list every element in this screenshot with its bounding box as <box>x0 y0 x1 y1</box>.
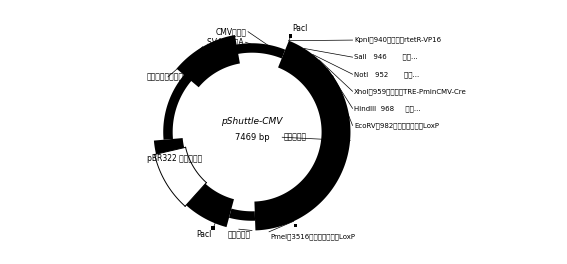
Text: pBR322 复制起始点: pBR322 复制起始点 <box>147 154 202 163</box>
Bar <box>276 50 280 54</box>
Text: 7469 bp: 7469 bp <box>235 133 269 142</box>
Text: pShuttle-CMV: pShuttle-CMV <box>221 117 283 126</box>
Bar <box>293 58 295 60</box>
Text: 右蟀基因组: 右蟀基因组 <box>284 133 307 142</box>
Text: XhoI（959）：插入TRE-PminCMV-Cre: XhoI（959）：插入TRE-PminCMV-Cre <box>354 88 467 95</box>
Bar <box>289 35 293 38</box>
Text: HindIII  968     插入...: HindIII 968 插入... <box>354 105 421 112</box>
Text: PacI: PacI <box>293 24 308 33</box>
Polygon shape <box>154 138 234 227</box>
Text: SalI   946       插入...: SalI 946 插入... <box>354 54 418 60</box>
Polygon shape <box>229 209 255 221</box>
Polygon shape <box>255 41 350 230</box>
Polygon shape <box>163 43 285 140</box>
Text: EcoRV（982）：插入第一个LoxP: EcoRV（982）：插入第一个LoxP <box>354 122 439 129</box>
Polygon shape <box>155 147 206 206</box>
Text: 卡那抗性开放读码框: 卡那抗性开放读码框 <box>147 72 189 81</box>
Text: CMV启动子: CMV启动子 <box>215 27 247 36</box>
Text: KpnI（940）：插入rtetR-VP16: KpnI（940）：插入rtetR-VP16 <box>354 37 441 43</box>
Bar <box>211 226 215 229</box>
Text: NotI   952       插入...: NotI 952 插入... <box>354 71 419 78</box>
Text: 左蟀基因组: 左蟀基因组 <box>227 230 251 239</box>
Text: PacI: PacI <box>196 230 211 239</box>
Text: Pmel（3516）：插入第二个LoxP: Pmel（3516）：插入第二个LoxP <box>270 233 356 240</box>
Text: SV40 多聚A: SV40 多聚A <box>208 38 244 47</box>
Polygon shape <box>176 35 240 87</box>
Bar <box>294 224 298 227</box>
